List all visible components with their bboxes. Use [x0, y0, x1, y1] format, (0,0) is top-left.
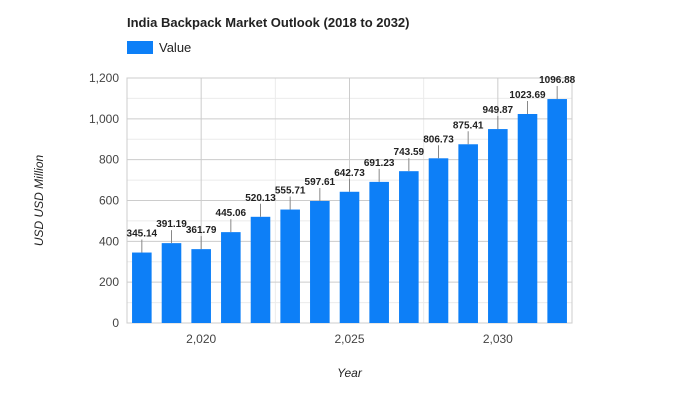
bar[interactable] [547, 99, 567, 323]
x-tick-label: 2,020 [186, 332, 216, 346]
x-tick-label: 2,025 [334, 332, 364, 346]
bar[interactable] [310, 200, 330, 323]
data-label: 1023.69 [509, 90, 546, 101]
y-tick-label: 600 [99, 194, 119, 208]
bar[interactable] [191, 249, 211, 323]
data-label: 949.87 [483, 105, 514, 116]
bar[interactable] [369, 181, 389, 323]
data-label: 445.06 [216, 208, 247, 219]
data-label: 875.41 [453, 120, 484, 131]
data-label: 642.73 [334, 168, 365, 179]
y-tick-label: 200 [99, 275, 119, 289]
data-label: 743.59 [394, 147, 425, 158]
bar[interactable] [221, 232, 241, 323]
bar[interactable] [399, 171, 419, 323]
legend-label-value: Value [159, 40, 192, 55]
legend[interactable]: Value [127, 40, 191, 55]
x-axis-title: Year [337, 366, 363, 380]
y-tick-label: 1,200 [89, 71, 119, 85]
bar[interactable] [161, 243, 182, 323]
y-tick-label: 400 [99, 234, 119, 248]
bar[interactable] [517, 113, 538, 323]
data-label: 391.19 [156, 219, 187, 230]
data-label: 520.13 [245, 193, 276, 204]
data-label: 345.14 [127, 229, 158, 240]
bar[interactable] [250, 216, 271, 323]
bar[interactable] [488, 129, 508, 323]
y-axis-title: USD USD Million [32, 155, 46, 247]
data-label: 555.71 [275, 186, 306, 197]
data-label: 361.79 [186, 225, 217, 236]
legend-swatch [127, 41, 153, 54]
bar[interactable] [132, 252, 152, 323]
axes: 0 200 400 600 800 1,000 1,200 2,020 2,025 2,030 [89, 71, 513, 346]
data-label: 597.61 [305, 177, 336, 188]
bar[interactable] [458, 144, 478, 323]
data-label: 691.23 [364, 158, 395, 169]
data-label: 1096.88 [539, 75, 576, 86]
y-tick-label: 1,000 [89, 112, 119, 126]
bar[interactable] [339, 191, 360, 323]
bar[interactable] [280, 209, 300, 323]
bar[interactable] [428, 158, 449, 323]
bars [132, 99, 567, 323]
data-label: 806.73 [423, 134, 454, 145]
y-tick-label: 800 [99, 153, 119, 167]
chart-title: India Backpack Market Outlook (2018 to 2… [127, 15, 410, 30]
x-tick-label: 2,030 [483, 332, 513, 346]
y-tick-label: 0 [112, 316, 119, 330]
